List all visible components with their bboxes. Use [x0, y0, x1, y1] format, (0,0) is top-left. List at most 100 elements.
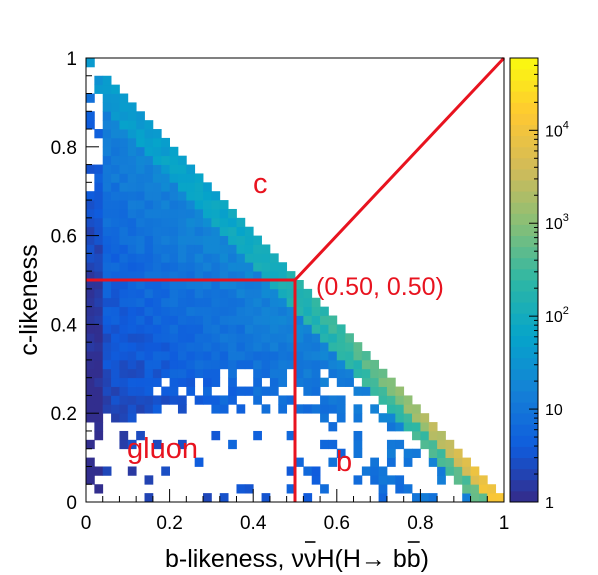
heatmap-cell: [102, 129, 112, 139]
heatmap-cell: [278, 359, 288, 370]
colorbar-segment: [510, 313, 538, 325]
heatmap-cell: [102, 333, 112, 343]
heatmap-cell: [286, 484, 296, 494]
heatmap-cell: [470, 475, 480, 485]
heatmap-cell: [94, 368, 104, 379]
heatmap-cell: [152, 226, 162, 236]
heatmap-cell: [228, 324, 237, 334]
heatmap-cell: [403, 457, 413, 467]
heatmap-cell: [111, 333, 120, 343]
heatmap-cell: [470, 493, 480, 503]
heatmap-cell: [86, 315, 95, 325]
heatmap-cell: [211, 253, 221, 263]
heatmap-cell: [86, 58, 95, 68]
heatmap-cell: [278, 280, 288, 290]
heatmap-cell: [144, 226, 154, 236]
heatmap-cell: [361, 466, 371, 476]
heatmap-cell: [102, 368, 112, 379]
heatmap-cell: [320, 324, 329, 334]
heatmap-cell: [111, 288, 120, 299]
heatmap-cell: [119, 191, 129, 201]
heatmap-cell: [177, 395, 187, 405]
heatmap-cell: [261, 280, 271, 290]
heatmap-cell: [244, 244, 254, 254]
heatmap-cell: [211, 306, 221, 316]
heatmap-cell: [269, 306, 279, 316]
heatmap-cell: [161, 368, 170, 379]
heatmap-cell: [127, 280, 137, 290]
heatmap-cell: [253, 324, 262, 334]
heatmap-cell: [186, 342, 196, 352]
x-tick-label: 0: [81, 513, 92, 534]
heatmap-cell: [169, 395, 179, 405]
heatmap-cell: [152, 342, 162, 352]
heatmap-cell: [111, 217, 120, 228]
heatmap-cell: [203, 359, 212, 370]
heatmap-cell: [111, 280, 120, 290]
heatmap-cell: [169, 333, 179, 343]
heatmap-cell: [269, 359, 279, 370]
heatmap-cell: [136, 333, 145, 343]
heatmap-cell: [127, 111, 137, 121]
heatmap-cell: [119, 404, 129, 414]
heatmap-cell: [194, 191, 204, 201]
heatmap-cell: [412, 413, 421, 423]
heatmap-cell: [86, 386, 95, 396]
heatmap-cell: [127, 173, 137, 183]
heatmap-cell: [152, 182, 162, 192]
heatmap-cell: [286, 430, 296, 441]
heatmap-cell: [94, 208, 104, 219]
heatmap-cell: [127, 253, 137, 263]
heatmap-cell: [152, 155, 162, 165]
heatmap-cell: [86, 200, 95, 210]
heatmap-cell: [102, 351, 112, 361]
heatmap-cell: [236, 306, 246, 316]
heatmap-cell: [194, 271, 204, 281]
heatmap-cell: [127, 137, 137, 148]
heatmap-cell: [219, 351, 229, 361]
heatmap-cell: [152, 244, 162, 254]
heatmap-cell: [244, 280, 254, 290]
heatmap-cell: [203, 493, 212, 503]
heatmap-cell: [169, 351, 179, 361]
heatmap-cell: [177, 359, 187, 370]
heatmap-cell: [94, 324, 104, 334]
heatmap-cell: [161, 271, 170, 281]
heatmap-cell: [144, 377, 154, 387]
heatmap-cell: [119, 155, 129, 165]
colorbar-segment: [510, 157, 538, 170]
heatmap-cell: [211, 351, 221, 361]
heatmap-cell: [86, 217, 95, 228]
y-tick-label: 0: [66, 493, 77, 514]
heatmap-cell: [194, 280, 204, 290]
heatmap-cell: [94, 430, 104, 441]
heatmap-cell: [236, 315, 246, 325]
heatmap-cell: [119, 315, 129, 325]
heatmap-cell: [94, 297, 104, 308]
heatmap-cell: [303, 333, 313, 343]
heatmap-cell: [437, 430, 446, 441]
heatmap-cell: [194, 253, 204, 263]
heatmap-cell: [161, 342, 170, 352]
heatmap-cell: [169, 368, 179, 379]
heatmap-cell: [203, 368, 212, 379]
colorbar-segment: [510, 69, 538, 81]
heatmap-cell: [127, 200, 137, 210]
heatmap-cell: [278, 395, 288, 405]
heatmap-cell: [94, 306, 104, 316]
heatmap-cell: [311, 368, 321, 379]
heatmap-cell: [177, 200, 187, 210]
heatmap-cell: [219, 226, 229, 236]
heatmap-cell: [186, 244, 196, 254]
heatmap-cell: [228, 377, 237, 387]
heatmap-cell: [111, 235, 120, 245]
heatmap-cell: [219, 306, 229, 316]
heatmap-cell: [194, 226, 204, 236]
heatmap-cell: [194, 217, 204, 228]
heatmap-cell: [186, 377, 196, 387]
heatmap-cell: [136, 297, 145, 308]
heatmap-cell: [395, 413, 405, 423]
heatmap-cell: [295, 324, 304, 334]
heatmap-cell: [152, 368, 162, 379]
